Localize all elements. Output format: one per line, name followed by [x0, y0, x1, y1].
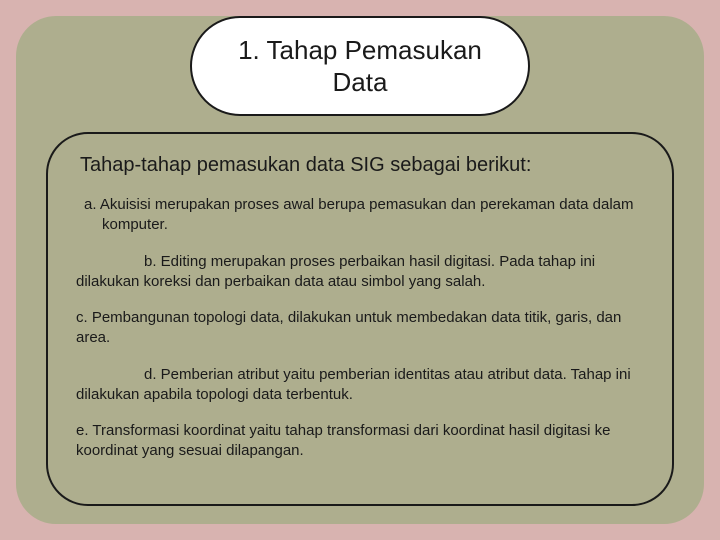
content-bubble: Tahap-tahap pemasukan data SIG sebagai b… [46, 132, 674, 506]
slide-subtitle: Tahap-tahap pemasukan data SIG sebagai b… [80, 154, 644, 177]
list-item: a. Akuisisi merupakan proses awal berupa… [80, 195, 644, 236]
slide-title: 1. Tahap Pemasukan Data [212, 34, 508, 99]
slide-panel: 1. Tahap Pemasukan Data Tahap-tahap pema… [16, 16, 704, 524]
list-item: d. Pemberian atribut yaitu pemberian ide… [76, 365, 644, 406]
list-item: e. Transformasi koordinat yaitu tahap tr… [76, 421, 644, 462]
list-item: c. Pembangunan topologi data, dilakukan … [76, 308, 644, 349]
title-bubble: 1. Tahap Pemasukan Data [190, 16, 530, 116]
list-item: b. Editing merupakan proses perbaikan ha… [76, 252, 644, 293]
